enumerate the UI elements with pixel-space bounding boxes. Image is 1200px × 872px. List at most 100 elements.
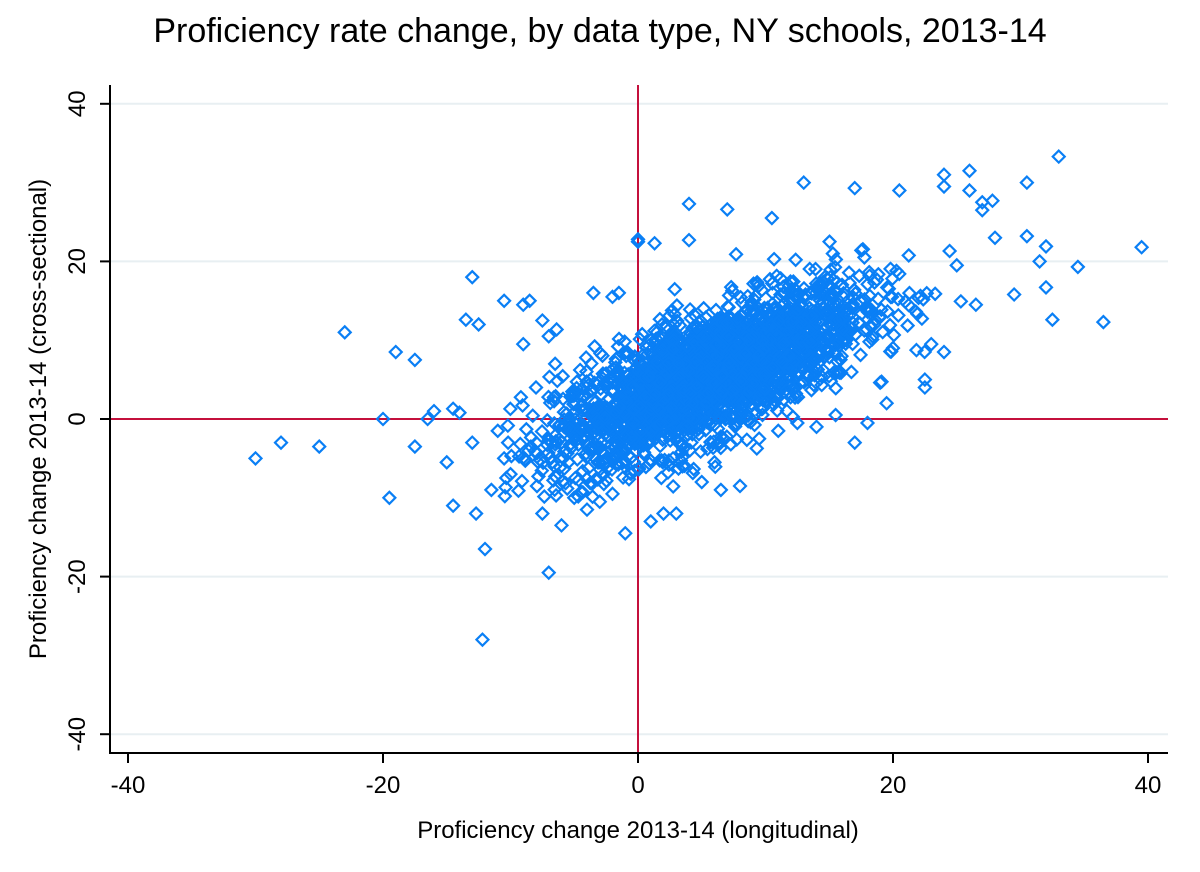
data-point — [739, 432, 755, 448]
data-point — [793, 296, 809, 312]
data-point — [726, 393, 742, 409]
data-point — [497, 488, 513, 504]
data-point — [909, 306, 925, 322]
data-point — [852, 315, 868, 332]
data-point — [733, 350, 749, 366]
data-point — [637, 389, 654, 405]
data-point — [801, 323, 817, 339]
data-point — [949, 257, 965, 273]
data-point — [891, 182, 907, 199]
x-tick-label: 40 — [1135, 772, 1162, 799]
x-tick-label: 0 — [631, 772, 644, 799]
data-point — [426, 403, 442, 419]
data-point — [604, 486, 621, 502]
data-point — [843, 364, 859, 380]
data-point — [375, 411, 391, 427]
data-point — [407, 439, 423, 455]
data-point — [541, 328, 557, 344]
data-point — [527, 443, 543, 459]
data-point — [643, 513, 659, 529]
data-point — [674, 420, 690, 437]
data-point — [496, 293, 512, 309]
data-point — [562, 421, 578, 437]
data-point — [810, 277, 827, 293]
data-point — [547, 459, 563, 475]
data-point — [614, 455, 630, 471]
data-point — [720, 328, 736, 344]
data-point — [746, 292, 762, 308]
data-point — [679, 338, 695, 354]
data-point — [820, 305, 836, 321]
data-point — [623, 430, 639, 446]
data-point — [831, 297, 847, 313]
data-point — [897, 294, 913, 310]
data-point — [802, 261, 818, 277]
data-point — [666, 306, 683, 322]
data-point — [662, 422, 678, 438]
data-point — [464, 269, 480, 285]
data-point — [704, 375, 720, 391]
data-point — [471, 316, 487, 332]
data-point — [661, 426, 677, 442]
data-point — [681, 232, 697, 248]
data-point — [515, 397, 531, 414]
data-point — [908, 342, 925, 358]
data-point — [917, 344, 933, 360]
data-point — [583, 355, 599, 372]
data-point — [790, 332, 806, 348]
data-point — [608, 351, 624, 367]
data-point — [653, 372, 669, 388]
data-point — [547, 436, 563, 452]
data-point — [663, 400, 679, 416]
data-point — [754, 401, 770, 417]
data-point — [740, 361, 756, 377]
data-point — [634, 326, 650, 342]
data-point — [734, 294, 750, 311]
data-point — [247, 450, 264, 466]
data-point — [705, 358, 721, 374]
data-point — [714, 368, 730, 384]
data-point — [578, 445, 594, 461]
data-point — [585, 285, 601, 301]
data-point — [757, 368, 773, 384]
data-point — [730, 310, 746, 326]
x-tick-label: 20 — [880, 772, 907, 799]
data-point — [827, 337, 843, 353]
data-point — [547, 482, 563, 498]
data-point — [680, 410, 697, 426]
data-point — [834, 321, 850, 337]
data-point — [652, 341, 668, 357]
data-point — [961, 182, 978, 199]
data-point — [827, 332, 843, 348]
data-point — [917, 379, 933, 396]
data-point — [529, 478, 545, 494]
data-point — [901, 297, 917, 313]
data-point — [579, 449, 595, 465]
data-point — [815, 281, 831, 298]
data-point — [733, 289, 749, 305]
data-point — [762, 271, 778, 287]
data-point — [936, 178, 952, 195]
x-axis-title: Proficiency change 2013-14 (longitudinal… — [417, 817, 859, 844]
data-point — [311, 439, 327, 455]
data-point — [556, 404, 572, 420]
data-point — [558, 475, 574, 491]
data-point — [707, 321, 723, 337]
data-point — [502, 401, 518, 417]
data-point — [652, 374, 668, 391]
data-point — [741, 383, 757, 399]
data-point — [873, 302, 889, 318]
data-point — [570, 437, 586, 453]
data-point — [756, 300, 772, 316]
data-point — [753, 386, 769, 403]
data-point — [682, 385, 698, 402]
data-point — [388, 344, 404, 360]
data-point — [770, 423, 786, 439]
data-point — [534, 312, 550, 329]
data-point — [699, 354, 715, 370]
data-point — [741, 332, 757, 348]
data-point — [834, 277, 850, 293]
data-point — [644, 423, 660, 439]
data-point — [987, 230, 1003, 246]
data-point — [743, 414, 759, 430]
